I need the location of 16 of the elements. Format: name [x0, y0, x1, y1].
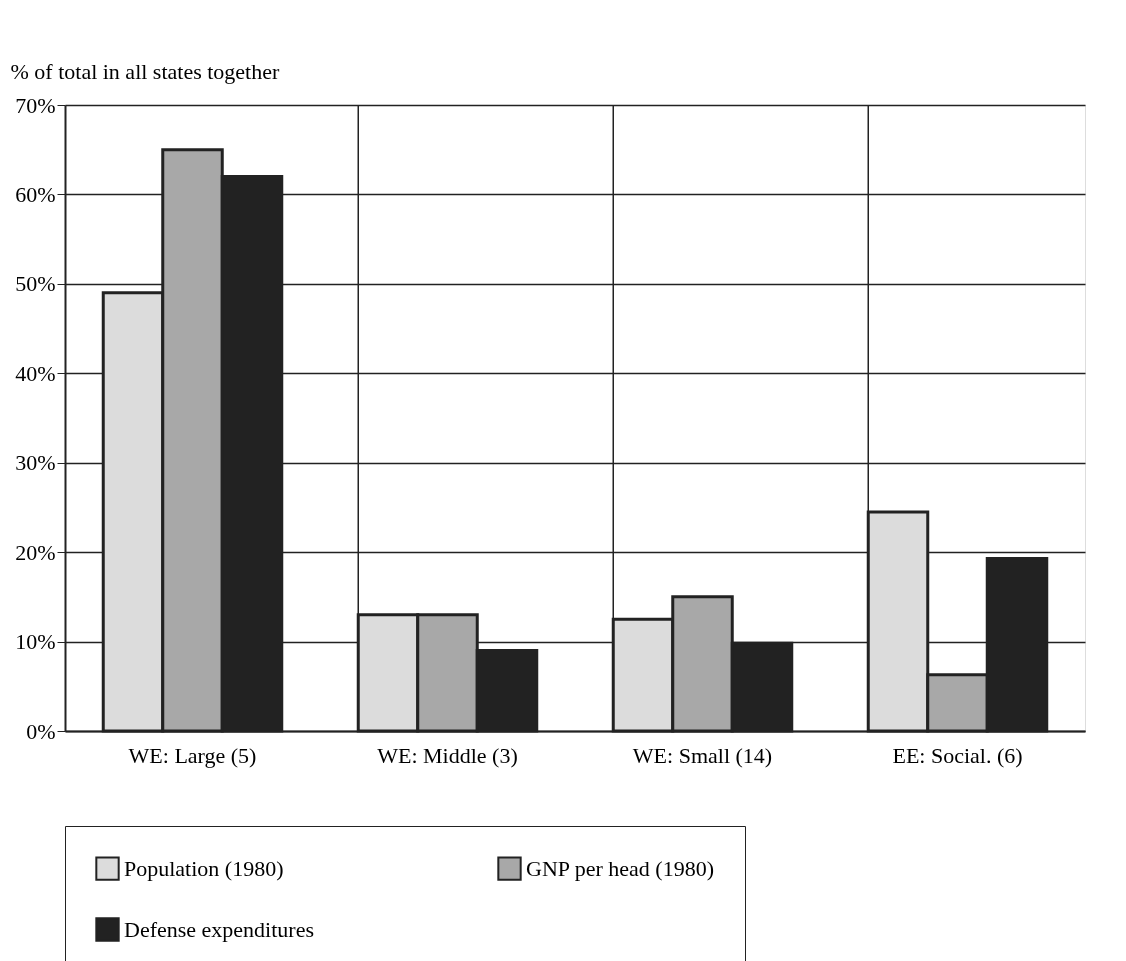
x-tick-label: EE: Social. (6)	[892, 742, 1023, 768]
y-tick-label: 50%	[15, 271, 56, 297]
y-tick-label: 30%	[15, 450, 56, 476]
y-tick-label: 0%	[26, 718, 56, 744]
legend-label: Population (1980)	[124, 855, 284, 881]
y-tick-label: 10%	[15, 629, 56, 655]
x-tick-label: WE: Large (5)	[128, 742, 257, 768]
legend-label: Defense expenditures	[124, 916, 314, 942]
x-tick-label: WE: Small (14)	[632, 742, 773, 768]
y-tick-label: 20%	[15, 539, 56, 565]
y-tick-label: 40%	[15, 360, 56, 386]
y-tick-label: 70%	[15, 92, 56, 118]
y-tick-label: 60%	[15, 181, 56, 207]
x-tick-label: WE: Middle (3)	[377, 742, 518, 768]
y-axis-title: % of total in all states together	[10, 58, 280, 84]
legend-label: GNP per head (1980)	[526, 855, 714, 881]
